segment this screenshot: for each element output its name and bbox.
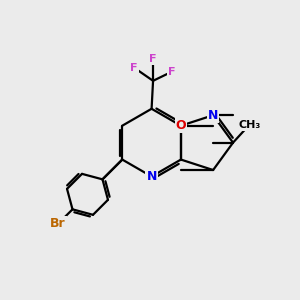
Text: N: N bbox=[208, 109, 218, 122]
Text: CH₃: CH₃ bbox=[238, 120, 260, 130]
Text: Br: Br bbox=[50, 218, 66, 230]
Text: O: O bbox=[176, 119, 186, 132]
Text: F: F bbox=[149, 54, 157, 64]
Text: N: N bbox=[146, 170, 157, 183]
Text: F: F bbox=[130, 63, 138, 73]
Text: F: F bbox=[168, 67, 175, 77]
